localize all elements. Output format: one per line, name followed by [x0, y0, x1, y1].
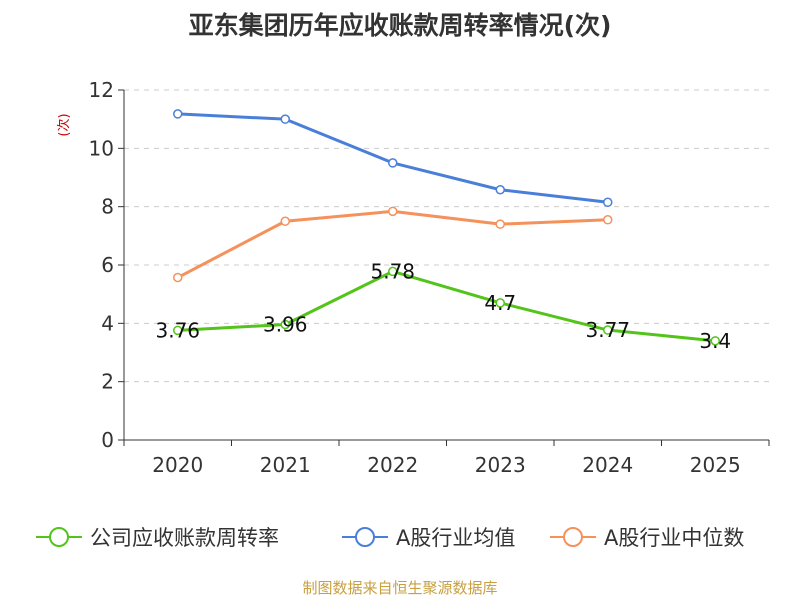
data-point-2-2020[interactable] [173, 272, 183, 283]
data-label-0-2022: 5.78 [370, 259, 415, 283]
legend-marker-1 [355, 527, 375, 547]
data-labels: 3.76 3.96 5.78 4.7 3.77 3.4 [155, 259, 731, 352]
legend-marker-0 [49, 527, 69, 547]
grid-lines [124, 89, 769, 383]
x-tick-label-2022: 2022 [367, 453, 418, 477]
series-line-0 [176, 269, 717, 343]
data-point-0-2021[interactable] [280, 319, 290, 330]
data-label-0-2020: 3.76 [155, 318, 200, 342]
data-point-1-2022[interactable] [388, 158, 398, 168]
y-tick-label-8: 8 [101, 195, 114, 219]
data-point-0-2024[interactable] [603, 325, 613, 335]
data-point-0-2023[interactable] [495, 298, 505, 308]
data-point-1-2023[interactable] [495, 185, 505, 195]
legend-item-0[interactable]: 公司应收账款周转率 [36, 526, 279, 550]
axes: 0 2 4 6 8 10 12 2020 2021 2022 2023 2024 2025 [89, 78, 770, 477]
data-label-0-2023: 4.7 [484, 291, 516, 315]
legend[interactable]: 公司应收账款周转率 A股行业均值 A股行业中位数 [36, 526, 744, 550]
chart-title: 亚东集团历年应收账款周转率情况(次) [189, 11, 612, 40]
legend-label-2: A股行业中位数 [604, 526, 744, 550]
data-point-0-2025[interactable] [710, 336, 720, 346]
data-label-0-2025: 3.4 [699, 329, 731, 353]
data-point-2-2021[interactable] [280, 216, 290, 226]
series-0 [173, 266, 720, 346]
data-point-1-2021[interactable] [280, 114, 290, 124]
data-point-2-2024[interactable] [603, 215, 613, 225]
x-tick-label-2020: 2020 [152, 453, 203, 477]
data-label-0-2024: 3.77 [585, 318, 630, 342]
legend-label-0: 公司应收账款周转率 [90, 526, 279, 550]
data-point-2-2023[interactable] [495, 219, 505, 229]
series-lines [173, 109, 720, 346]
data-label-0-2021: 3.96 [263, 313, 308, 337]
data-point-0-2022[interactable] [388, 266, 398, 277]
x-tick-label-2021: 2021 [260, 453, 311, 477]
x-tick-label-2024: 2024 [582, 453, 633, 477]
y-tick-label-12: 12 [89, 78, 114, 102]
y-tick-label-10: 10 [89, 136, 114, 160]
data-point-0-2020[interactable] [173, 325, 183, 336]
y-tick-label-2: 2 [101, 370, 114, 394]
x-tick-label-2023: 2023 [475, 453, 526, 477]
y-tick-label-4: 4 [101, 311, 114, 335]
data-point-1-2024[interactable] [603, 197, 613, 208]
series-2 [173, 206, 613, 283]
legend-label-1: A股行业均值 [396, 526, 515, 550]
legend-item-2[interactable]: A股行业中位数 [550, 526, 744, 550]
series-1 [173, 109, 613, 208]
legend-item-1[interactable]: A股行业均值 [342, 526, 515, 550]
series-line-1 [176, 112, 610, 204]
data-point-1-2020[interactable] [173, 109, 183, 119]
y-tick-label-6: 6 [101, 253, 114, 277]
x-tick-label-2025: 2025 [690, 453, 741, 477]
legend-marker-2 [563, 527, 583, 547]
data-point-2-2022[interactable] [388, 206, 398, 217]
y-tick-label-0: 0 [101, 428, 114, 452]
y-axis-label: (次) [56, 113, 72, 136]
source-note: 制图数据来自恒生聚源数据库 [302, 579, 497, 597]
